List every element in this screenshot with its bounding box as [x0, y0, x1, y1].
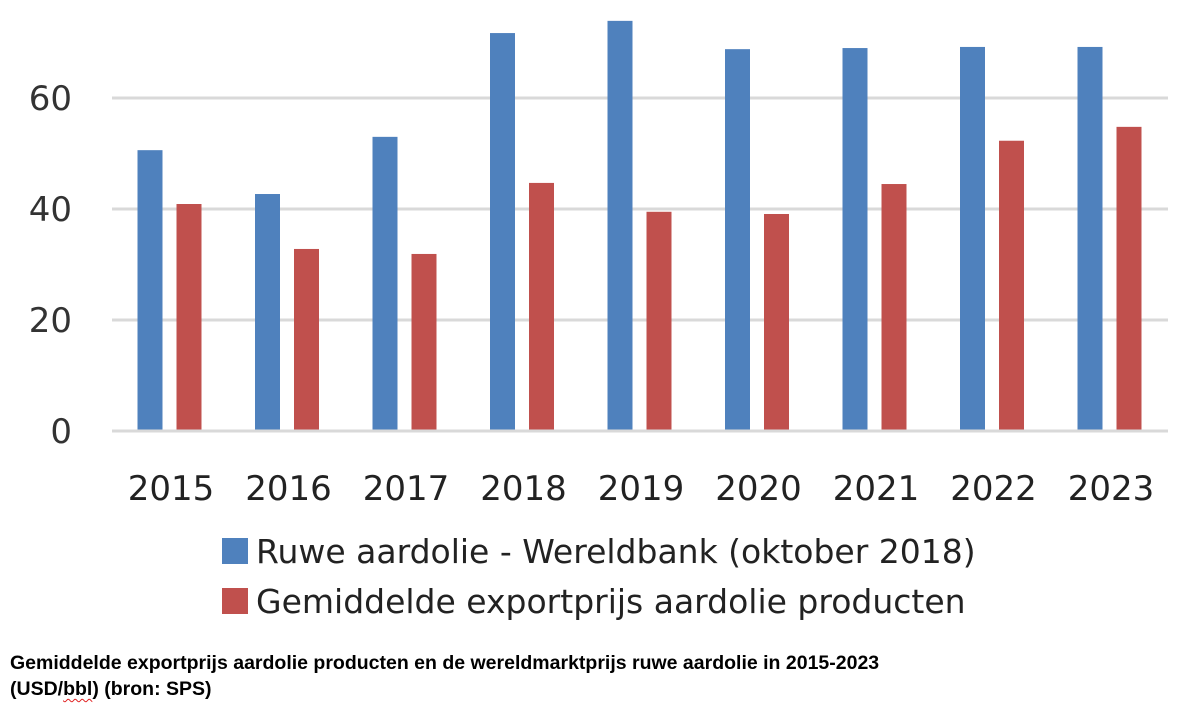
bar-export-price-2017: [411, 253, 437, 431]
bar-chart: 0 20 40 60 80 2015 2016 2017 2018 2019 2020 2021 202…: [29, 0, 1168, 621]
y-tick-label: 60: [29, 79, 72, 119]
y-tick-label: 0: [50, 412, 72, 452]
x-tick-label: 2018: [480, 469, 567, 509]
caption-line-2: (USD/bbl) (bron: SPS): [10, 676, 879, 702]
bar-crude-oil-2019: [607, 20, 633, 431]
x-tick-label: 2021: [833, 469, 920, 509]
caption-text: ) (bron: SPS): [92, 678, 212, 700]
bar-export-price-2018: [529, 182, 554, 431]
bar-crude-oil-2020: [725, 49, 750, 431]
bar-export-price-2019: [646, 211, 672, 431]
x-tick-label: 2023: [1068, 469, 1155, 509]
bar-export-price-2023: [1116, 126, 1142, 432]
bar-crude-oil-2016: [255, 194, 280, 431]
bar-export-price-2016: [294, 248, 319, 431]
legend-swatch: [222, 538, 248, 564]
y-tick-label: 20: [29, 301, 72, 341]
x-tick-label: 2016: [245, 469, 332, 509]
bar-crude-oil-2017: [372, 136, 398, 431]
bar-crude-oil-2018: [490, 33, 515, 431]
bar-export-price-2022: [999, 140, 1024, 432]
bar-export-price-2020: [764, 213, 789, 431]
bar-crude-oil-2022: [960, 46, 985, 431]
caption-text: (USD/: [10, 678, 64, 700]
caption-spellcheck-word: bbl: [63, 678, 93, 700]
caption-line-1: Gemiddelde exportprijs aardolie producte…: [10, 652, 880, 674]
x-tick-label: 2020: [715, 469, 802, 509]
bar-crude-oil-2023: [1077, 46, 1103, 431]
bar-crude-oil-2021: [842, 48, 868, 432]
legend-label: Gemiddelde exportprijs aardolie producte…: [256, 582, 966, 621]
legend-swatch: [222, 588, 248, 614]
x-tick-label: 2022: [950, 469, 1037, 509]
figure-caption: Gemiddelde exportprijs aardolie producte…: [10, 650, 879, 702]
legend-label: Ruwe aardolie - Wereldbank (oktober 2018…: [256, 532, 976, 571]
bar-crude-oil-2015: [137, 150, 163, 432]
y-tick-label: 80: [29, 0, 72, 8]
bar-export-price-2015: [176, 204, 202, 431]
bar-export-price-2021: [881, 184, 907, 431]
y-tick-label: 40: [29, 190, 72, 230]
x-tick-label: 2017: [363, 469, 450, 509]
x-tick-label: 2015: [128, 469, 215, 509]
x-tick-label: 2019: [598, 469, 685, 509]
